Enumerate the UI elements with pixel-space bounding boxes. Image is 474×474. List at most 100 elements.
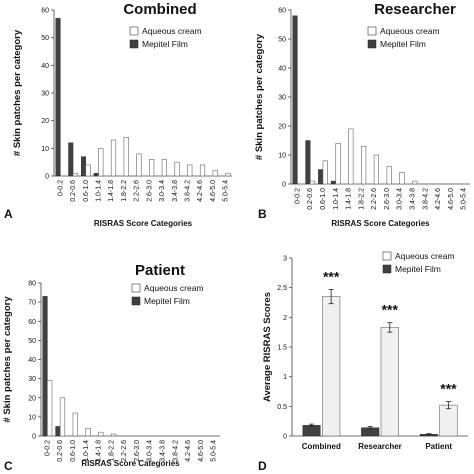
x-tick-label: 3.0-3.4: [147, 440, 154, 462]
error-bar: [309, 423, 315, 427]
x-tick-label: 3.8-4.2: [172, 440, 179, 462]
y-axis-label: Average RISRAS Scores: [262, 292, 273, 402]
bar-mepitel-film: [292, 15, 298, 185]
y-tick-label: 50: [278, 37, 286, 44]
y-tick-label: 30: [28, 376, 36, 383]
y-tick-label: 40: [278, 66, 286, 73]
y-tick-label: 3: [283, 256, 287, 263]
x-tick-label: Patient: [425, 442, 452, 451]
y-axis-label: # Skin patches per category: [254, 33, 265, 160]
bar-aqueous-cream: [161, 159, 167, 177]
panel-label: D: [258, 459, 267, 473]
x-tick-label: 3.0-3.4: [159, 180, 166, 202]
bar-mepitel-film: [42, 296, 48, 437]
x-tick-label: Combined: [302, 442, 341, 451]
x-tick-label: 3.4-3.8: [159, 440, 166, 462]
bar-aqueous-cream: [361, 146, 367, 185]
bar-mepitel-film: [55, 18, 61, 177]
x-tick-label: 2.2-2.6: [121, 440, 128, 462]
legend-label-aqueous-cream: Aqueous cream: [395, 251, 455, 261]
legend-label-aqueous-cream: Aqueous cream: [144, 283, 204, 293]
x-tick-label: 4.2-4.6: [185, 440, 192, 462]
x-tick-label: 0.6-1.0: [70, 440, 77, 462]
x-tick-label: 2.2-2.6: [134, 180, 141, 202]
x-tick-label: 1.4-1.8: [346, 188, 353, 210]
y-tick-label: 0: [32, 434, 36, 441]
x-tick-label: 4.6-5.0: [448, 188, 455, 210]
x-tick-label: 3.8-4.2: [185, 180, 192, 202]
x-axis-label: RISRAS Score Categories: [331, 219, 430, 228]
legend: Aqueous cream Mepitel Film: [382, 251, 455, 274]
legend-label-mepitel-film: Mepitel Film: [395, 264, 441, 274]
bar-mepitel-film: [93, 173, 99, 177]
bar-aqueous-cream: [111, 433, 117, 437]
legend-swatch-mepitel-film: [367, 39, 377, 49]
legend-swatch-aqueous-cream: [131, 283, 141, 293]
bar-aqueous-cream: [335, 143, 341, 185]
x-tick-label: 1.8-2.2: [358, 188, 365, 210]
y-tick-label: 60: [41, 8, 49, 15]
x-tick-label: 1.4-1.8: [96, 440, 103, 462]
y-tick-label: 0: [282, 182, 286, 189]
legend-swatch-aqueous-cream: [367, 26, 377, 36]
bar-aqueous-cream: [322, 296, 341, 437]
bar-mepitel-film: [302, 425, 321, 437]
x-tick-label: 4.2-4.6: [197, 180, 204, 202]
chart-title: Researcher: [374, 1, 456, 18]
y-tick-label: 30: [41, 91, 49, 98]
x-tick-label: 0.2-0.6: [307, 188, 314, 210]
y-tick-label: 10: [278, 153, 286, 160]
bar-aqueous-cream: [322, 160, 328, 185]
bar-aqueous-cream: [149, 159, 155, 177]
bar-mepitel-film: [55, 426, 61, 437]
bar-aqueous-cream: [59, 397, 66, 437]
bar-aqueous-cream: [72, 172, 78, 177]
y-tick-label: 0: [45, 174, 49, 181]
bar-aqueous-cream: [136, 153, 142, 177]
chart-panel-d: 0 0.5 1 1.5 2 2.5 3 Average RISRAS Scores D *** Co…: [258, 251, 468, 473]
bar-aqueous-cream: [412, 180, 418, 185]
x-tick-label: 2.6-3.0: [134, 440, 141, 462]
y-tick-label: 40: [28, 357, 36, 364]
significance-marker: ***: [440, 381, 457, 397]
y-tick-label: 2: [283, 315, 287, 322]
chart-title: Patient: [135, 262, 185, 279]
x-tick-label: 2.6-3.0: [384, 188, 391, 210]
bar-mepitel-film: [318, 169, 324, 185]
bar-aqueous-cream: [72, 412, 78, 437]
legend-label-mepitel-film: Mepitel Film: [142, 39, 188, 49]
bar-aqueous-cream: [85, 428, 91, 437]
error-bar: [328, 289, 334, 305]
legend-swatch-mepitel-film: [129, 39, 139, 49]
x-tick-label: 0-0.2: [44, 440, 51, 456]
significance-marker: ***: [382, 302, 399, 318]
legend: Aqueous cream Mepitel Film: [131, 283, 204, 306]
chart-title: Combined: [123, 1, 196, 18]
chart-panel-b: 0 10 20 30 40 50 60 # Skin patches per category…: [254, 1, 470, 228]
bar-aqueous-cream: [187, 164, 193, 177]
bar-aqueous-cream: [399, 172, 405, 185]
bar-aqueous-cream: [85, 164, 91, 177]
y-tick-label: 0.5: [277, 404, 287, 411]
chart-panel-c: 0 10 20 30 40 50 60 70 80 # Skin patches per cate…: [2, 262, 220, 473]
legend-label-mepitel-film: Mepitel Film: [144, 296, 190, 306]
x-tick-label: 1.0-1.4: [96, 180, 103, 202]
x-tick-label: 3.8-4.2: [422, 188, 429, 210]
bar-aqueous-cream: [174, 161, 180, 177]
x-tick-label: 0.6-1.0: [320, 188, 327, 210]
y-tick-label: 1: [283, 374, 287, 381]
panel-label: B: [258, 207, 267, 221]
chart-panel-a: 0 10 20 30 40 50 60 # Skin patches per category…: [4, 1, 232, 228]
bar-mepitel-film: [68, 142, 74, 177]
bar-aqueous-cream: [199, 164, 206, 177]
panel-label: A: [4, 207, 13, 221]
bar-aqueous-cream: [386, 166, 392, 185]
legend: Aqueous cream Mepitel Film: [129, 26, 202, 49]
x-tick-label: 1.8-2.2: [121, 180, 128, 202]
x-tick-label: 4.2-4.6: [435, 188, 442, 210]
x-tick-label: 5.0-5.4: [223, 180, 230, 202]
bar-aqueous-cream: [123, 136, 129, 177]
x-tick-label: 5.0-5.4: [461, 188, 468, 210]
x-tick-label: 1.4-1.8: [108, 180, 115, 202]
